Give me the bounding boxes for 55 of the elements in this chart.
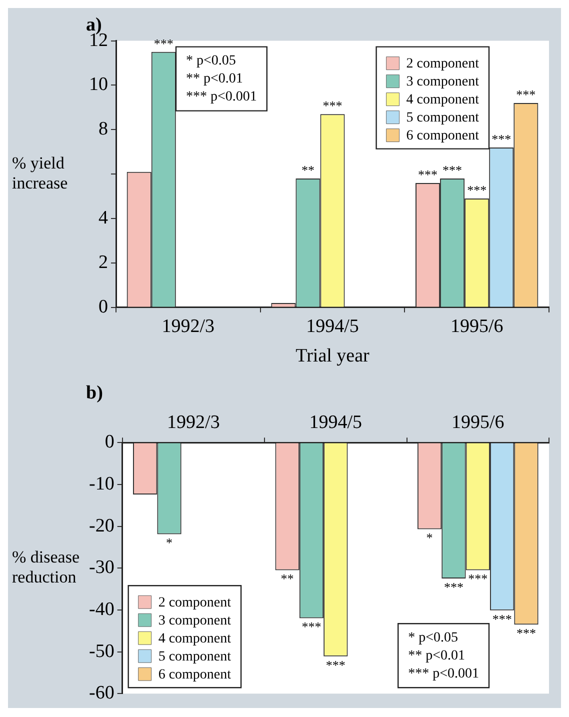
legend-label: 6 component [406,128,480,144]
annotation: ** p<0.01 [408,648,466,664]
legend-label: 2 component [406,56,480,72]
y-tick-label: 2 [98,252,108,273]
x-tick-label: 1994/5 [306,316,359,337]
y-tick-label: -30 [89,557,114,578]
x-tick-label: 1995/6 [450,316,504,337]
data-label: *** [468,571,488,586]
data-label: ** [280,571,294,586]
y-tick-label: -60 [89,682,114,704]
y-tick-label: -50 [89,640,114,662]
data-label: *** [492,611,512,626]
data-label: *** [154,36,174,51]
y-tick-label: 0 [98,296,108,318]
legend-label: 3 component [158,613,232,628]
data-label: *** [444,579,464,594]
y-tick-label: -20 [89,515,114,536]
legend-label: 6 component [158,667,232,682]
chart-title: b) [86,382,103,404]
data-label: *** [442,162,462,178]
data-label: *** [467,182,487,198]
annotation: ** p<0.01 [186,71,243,86]
y-axis-title: % yield increase [12,154,68,193]
data-label: *** [516,86,536,102]
legend-label: 4 component [406,92,480,108]
data-label: *** [516,625,536,640]
data-label: *** [492,131,512,146]
x-tick-label: 1992/3 [167,412,220,434]
annotation: *** p<0.001 [186,89,257,104]
annotation: * p<0.05 [186,53,236,68]
x-tick-label: 1994/5 [309,412,362,434]
data-label: * [426,530,433,546]
data-label: *** [302,619,322,634]
y-tick-label: -40 [89,598,114,620]
y-axis-title: % disease reduction [12,548,80,587]
y-tick-label: 10 [89,74,108,96]
x-tick-label: 1995/6 [451,412,504,434]
legend-label: 5 component [406,110,480,126]
x-axis-title: Trial year [296,346,370,367]
data-label: ** [301,162,314,178]
legend-label: 4 component [158,631,232,646]
data-label: *** [418,166,438,182]
data-label: *** [322,98,342,114]
data-label: *** [326,657,346,672]
legend-label: 3 component [406,74,480,90]
y-tick-label: 4 [98,208,108,229]
legend-label: 2 component [158,595,232,610]
x-tick-label: 1992/3 [162,316,215,337]
y-tick-label: -10 [89,473,114,494]
y-tick-label: 0 [104,432,114,453]
annotation: *** p<0.001 [408,666,480,682]
data-label: * [166,535,173,550]
annotation: * p<0.05 [408,630,458,646]
legend-label: 5 component [158,649,232,664]
y-tick-label: 8 [98,118,108,140]
